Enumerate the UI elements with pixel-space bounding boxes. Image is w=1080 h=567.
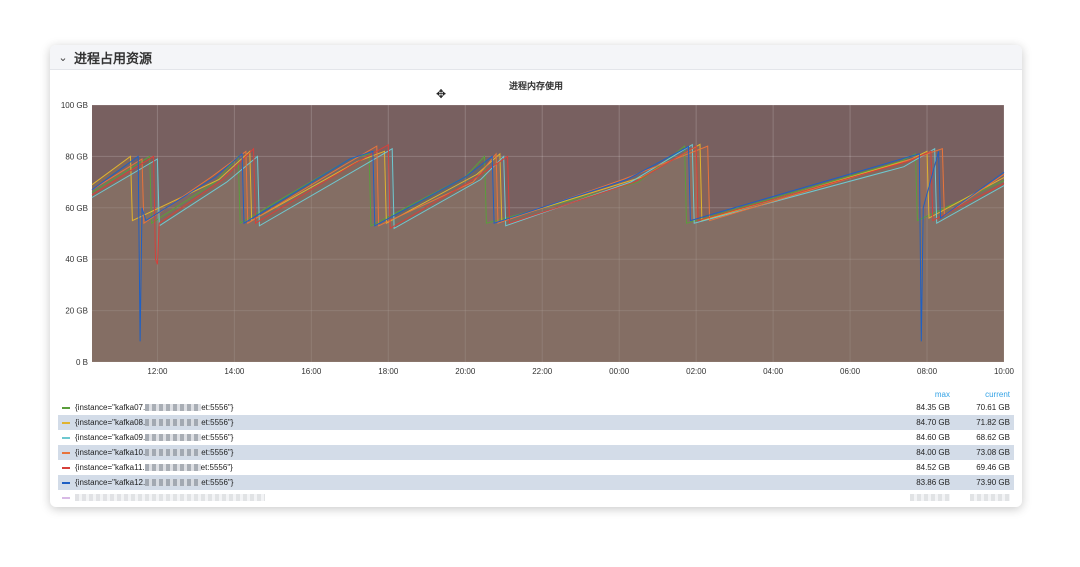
redacted-hostname: [145, 434, 202, 442]
grafana-row-card: ⌄ 进程占用资源 进程内存使用 ✥ 100 GB 80 GB 60 GB 40 GB 2…: [50, 45, 1022, 507]
y-tick-label: 20 GB: [65, 307, 88, 316]
move-icon[interactable]: ✥: [436, 87, 447, 101]
series-color-swatch: [62, 451, 70, 454]
series-line: [91, 145, 1005, 342]
legend-row[interactable]: {instance="kafka08. et:5556"} 84.70 GB 71…: [58, 415, 1014, 430]
legend-max-value: [894, 490, 954, 505]
legend-current-value: [954, 490, 1014, 505]
x-tick-label: 02:00: [686, 367, 707, 376]
legend-series-suffix: et:5556"}: [200, 463, 233, 472]
memory-usage-chart: 100 GB 80 GB 60 GB 40 GB 20 GB 0 B 12:00 14:00…: [61, 101, 1015, 376]
legend-series-prefix: {instance="kafka10.: [75, 448, 146, 457]
legend-row-partial: [58, 490, 1014, 505]
legend-max-value: 84.60 GB: [916, 433, 950, 442]
x-tick-label: 04:00: [763, 367, 784, 376]
legend-series-suffix: et:5556"}: [201, 418, 234, 427]
x-tick-label: 06:00: [840, 367, 861, 376]
x-tick-label: 22:00: [532, 367, 553, 376]
x-tick-label: 08:00: [917, 367, 938, 376]
x-tick-label: 00:00: [609, 367, 630, 376]
x-tick-label: 12:00: [147, 367, 168, 376]
legend-series-cell[interactable]: {instance="kafka09. et:5556"}: [58, 430, 894, 445]
series-color-swatch: [62, 481, 70, 484]
series-color-swatch: [62, 496, 70, 499]
legend-row[interactable]: {instance="kafka10. et:5556"} 84.00 GB 73…: [58, 445, 1014, 460]
x-tick-label: 18:00: [378, 367, 399, 376]
legend-series-cell[interactable]: {instance="kafka12. et:5556"}: [58, 475, 894, 490]
chevron-down-icon[interactable]: ⌄: [58, 51, 68, 64]
panel-title[interactable]: 进程内存使用: [508, 81, 563, 91]
legend-current-value: 73.08 GB: [954, 445, 1014, 460]
redacted-value: [970, 494, 1010, 502]
y-tick-label: 80 GB: [65, 152, 88, 161]
legend-series-suffix: et:5556"}: [201, 433, 234, 442]
legend-max-value: 84.00 GB: [894, 445, 954, 460]
redacted-hostname: [144, 464, 201, 472]
x-tick-label: 20:00: [455, 367, 476, 376]
series-color-swatch: [62, 436, 70, 439]
legend-series-prefix: {instance="kafka12.: [75, 478, 146, 487]
redacted-value: [910, 494, 950, 502]
legend-current-value: 70.61 GB: [976, 403, 1010, 412]
legend-series-cell[interactable]: {instance="kafka07. et:5556"}: [58, 400, 894, 415]
plot-fill: [92, 105, 1004, 362]
row-title[interactable]: 进程占用资源: [74, 50, 153, 66]
legend-series-cell[interactable]: {instance="kafka10. et:5556"}: [58, 445, 894, 460]
legend-series-prefix: {instance="kafka07.: [75, 403, 146, 412]
legend-series-suffix: et:5556"}: [201, 448, 234, 457]
redacted-hostname: [75, 494, 265, 502]
y-tick-label: 60 GB: [65, 204, 88, 213]
legend-max-value: 84.52 GB: [916, 463, 950, 472]
series-line: [91, 143, 1005, 230]
series-color-swatch: [62, 466, 70, 469]
y-tick-label: 40 GB: [65, 255, 88, 264]
legend-current-value: 69.46 GB: [976, 463, 1010, 472]
x-tick-label: 14:00: [224, 367, 245, 376]
legend-series-cell: [58, 490, 894, 505]
legend-current-value: 68.62 GB: [976, 433, 1010, 442]
legend-series-suffix: et:5556"}: [201, 403, 234, 412]
legend-header-row: max current: [58, 388, 1014, 400]
series-line: [91, 143, 1005, 265]
chart-lines: [91, 143, 1005, 342]
legend-series-prefix: {instance="kafka08.: [75, 418, 146, 427]
legend-current-value: 73.90 GB: [954, 475, 1014, 490]
redacted-hostname: [145, 479, 202, 487]
legend-max-value: 83.86 GB: [894, 475, 954, 490]
legend-series-header: [58, 388, 894, 400]
legend-max-header[interactable]: max: [934, 389, 950, 399]
redacted-hostname: [145, 449, 202, 457]
y-tick-label: 0 B: [76, 358, 88, 367]
series-area: [92, 144, 1004, 362]
legend-series-suffix: et:5556"}: [201, 478, 234, 487]
legend-max-value: 84.70 GB: [894, 415, 954, 430]
legend-max-value: 84.35 GB: [916, 403, 950, 412]
legend-series-prefix: {instance="kafka09.: [75, 433, 146, 442]
redacted-hostname: [145, 419, 202, 427]
legend-current-header[interactable]: current: [985, 389, 1010, 399]
legend-row[interactable]: {instance="kafka09. et:5556"} 84.60 GB 68…: [58, 430, 1014, 445]
legend-row[interactable]: {instance="kafka07. et:5556"} 84.35 GB 70…: [58, 400, 1014, 415]
legend-current-value: 71.82 GB: [954, 415, 1014, 430]
series-area: [92, 146, 1004, 362]
series-line: [91, 145, 1005, 227]
series-color-swatch: [62, 406, 70, 409]
redacted-hostname: [145, 404, 202, 412]
legend-table: max current {instance="kafka07. et:5556"}…: [58, 388, 1014, 505]
row-header[interactable]: ⌄ 进程占用资源: [50, 45, 1022, 70]
legend-row[interactable]: {instance="kafka12. et:5556"} 83.86 GB 73…: [58, 475, 1014, 490]
x-tick-label: 10:00: [994, 367, 1015, 376]
y-axis: 100 GB 80 GB 60 GB 40 GB 20 GB 0 B: [61, 101, 88, 367]
legend-row[interactable]: {instance="kafka11. et:5556"} 84.52 GB 69…: [58, 460, 1014, 475]
legend-series-cell[interactable]: {instance="kafka08. et:5556"}: [58, 415, 894, 430]
y-tick-label: 100 GB: [61, 101, 88, 110]
legend-series-cell[interactable]: {instance="kafka11. et:5556"}: [58, 460, 894, 475]
x-tick-label: 16:00: [301, 367, 322, 376]
legend-series-prefix: {instance="kafka11.: [75, 463, 145, 472]
series-color-swatch: [62, 421, 70, 424]
x-axis: 12:00 14:00 16:00 18:00 20:00 22:00 00:00 02:00…: [147, 367, 1014, 376]
series-area: [92, 144, 1004, 362]
